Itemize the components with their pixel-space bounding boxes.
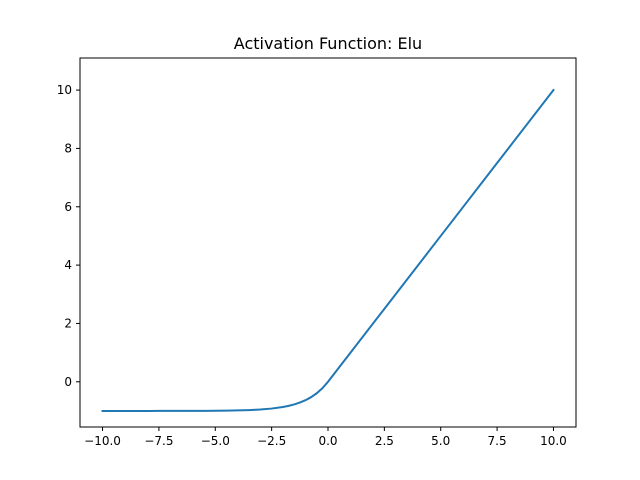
y-tick-label: 8 xyxy=(64,141,72,155)
x-tick-label: −10.0 xyxy=(84,434,121,448)
x-tick-label: 7.5 xyxy=(488,434,507,448)
chart-title: Activation Function: Elu xyxy=(234,34,422,53)
x-tick-label: −5.0 xyxy=(201,434,230,448)
x-tick-label: 5.0 xyxy=(431,434,450,448)
y-tick-label: 10 xyxy=(57,83,72,97)
x-tick-label: 0.0 xyxy=(318,434,337,448)
x-tick-label: 2.5 xyxy=(375,434,394,448)
x-axis: −10.0 −7.5 −5.0 −2.5 0.0 2.5 5.0 7.5 10.0 xyxy=(84,427,567,448)
y-tick-label: 4 xyxy=(64,258,72,272)
plot-area xyxy=(101,88,555,412)
series-line-0 xyxy=(101,88,555,412)
y-axis: 0 2 4 6 8 10 xyxy=(57,83,80,389)
y-tick-label: 6 xyxy=(64,200,72,214)
y-tick-label: 0 xyxy=(64,375,72,389)
y-tick-label: 2 xyxy=(64,316,72,330)
x-tick-label: −7.5 xyxy=(144,434,173,448)
x-tick-label: −2.5 xyxy=(257,434,286,448)
x-tick-label: 10.0 xyxy=(540,434,567,448)
